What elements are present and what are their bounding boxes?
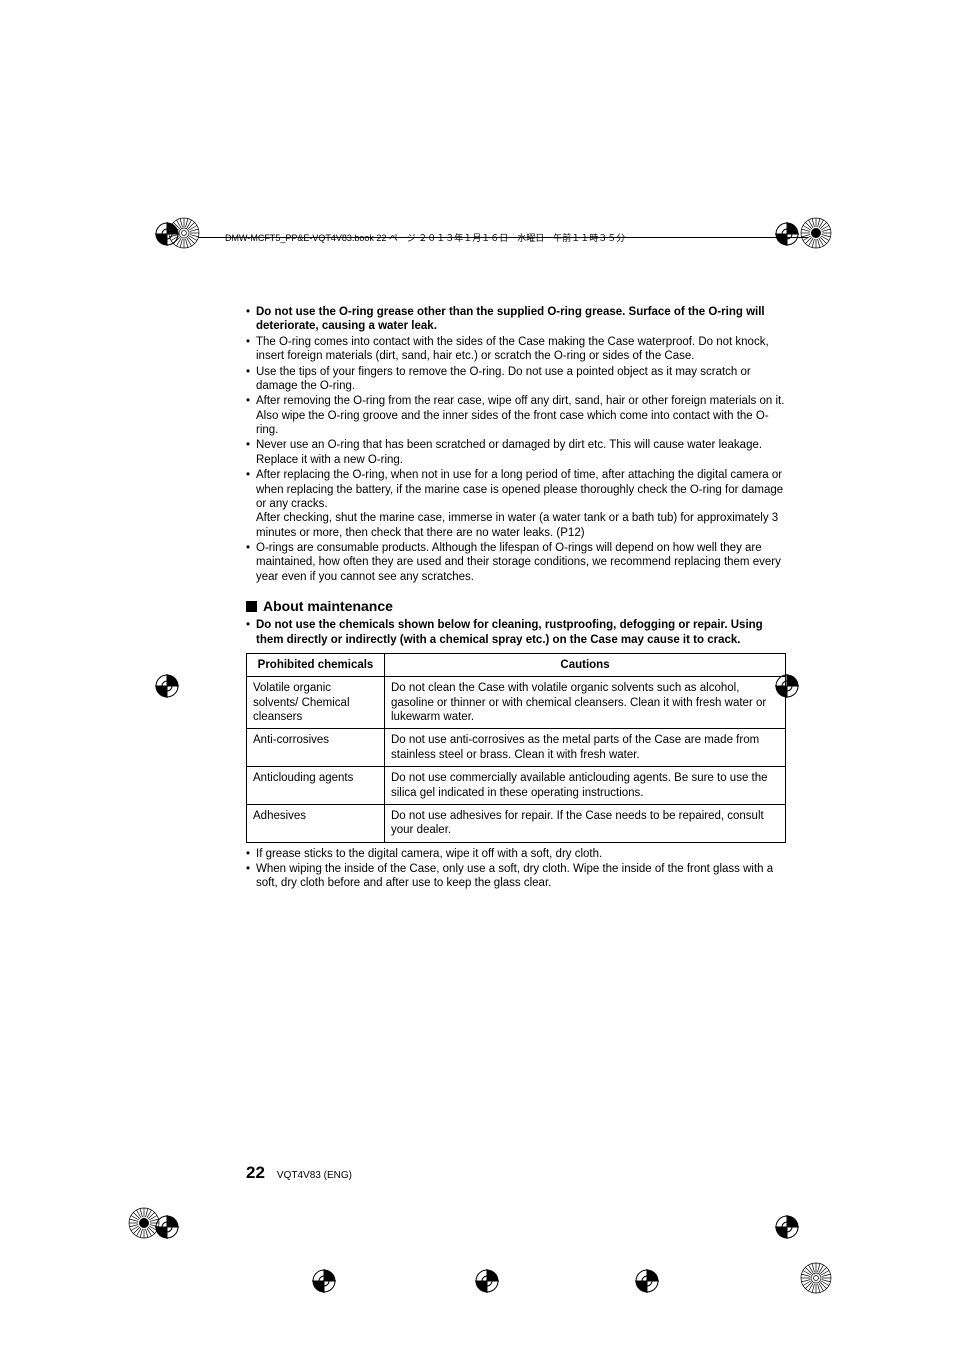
radial-mark-icon <box>128 1207 160 1239</box>
maintenance-intro: • Do not use the chemicals shown below f… <box>246 618 786 647</box>
table-cell-chemical: Adhesives <box>247 804 385 842</box>
table-row: Anticlouding agentsDo not use commercial… <box>247 767 786 805</box>
bullet-marker: • <box>246 305 256 334</box>
table-row: AdhesivesDo not use adhesives for repair… <box>247 804 786 842</box>
bullet-item: •If grease sticks to the digital camera,… <box>246 847 786 861</box>
chemicals-table: Prohibited chemicals Cautions Volatile o… <box>246 653 786 843</box>
bullet-item: •After replacing the O-ring, when not in… <box>246 468 786 540</box>
table-cell-caution: Do not use anti-corrosives as the metal … <box>385 729 786 767</box>
bullet-item: •When wiping the inside of the Case, onl… <box>246 862 786 891</box>
radial-mark-icon <box>800 1262 832 1294</box>
bullet-item: •Never use an O-ring that has been scrat… <box>246 438 786 467</box>
bullet-item: •After removing the O-ring from the rear… <box>246 394 786 437</box>
page-number: 22 <box>246 1163 265 1183</box>
crop-mark-icon <box>775 222 799 246</box>
crop-mark-icon <box>635 1269 659 1293</box>
bullet-marker: • <box>246 847 256 861</box>
radial-mark-icon <box>800 217 832 249</box>
bullet-text: Use the tips of your fingers to remove t… <box>256 365 786 394</box>
bullet-text: If grease sticks to the digital camera, … <box>256 847 786 861</box>
header-filename: DMW-MCFT5_PP&E-VQT4V83.book 22 ページ ２０１３年… <box>225 231 625 244</box>
section-heading-maintenance: About maintenance <box>246 598 786 614</box>
crop-mark-icon <box>775 674 799 698</box>
bullet-text: After replacing the O-ring, when not in … <box>256 468 786 540</box>
radial-mark-icon <box>168 217 200 249</box>
table-cell-chemical: Volatile organic solvents/ Chemical clea… <box>247 677 385 729</box>
bullet-item: •Do not use the O-ring grease other than… <box>246 305 786 334</box>
table-row: Anti-corrosivesDo not use anti-corrosive… <box>247 729 786 767</box>
maintenance-intro-text: Do not use the chemicals shown below for… <box>256 618 786 647</box>
table-cell-chemical: Anti-corrosives <box>247 729 385 767</box>
bullet-item: •O-rings are consumable products. Althou… <box>246 541 786 584</box>
bullet-text: The O-ring comes into contact with the s… <box>256 335 786 364</box>
crop-mark-icon <box>312 1269 336 1293</box>
square-bullet-icon <box>246 601 257 612</box>
bullet-item: •The O-ring comes into contact with the … <box>246 335 786 364</box>
crop-mark-icon <box>775 1215 799 1239</box>
crop-mark-icon <box>155 674 179 698</box>
bullet-marker: • <box>246 335 256 364</box>
bullet-item: •Use the tips of your fingers to remove … <box>246 365 786 394</box>
bullet-marker: • <box>246 438 256 467</box>
table-row: Volatile organic solvents/ Chemical clea… <box>247 677 786 729</box>
bullet-text: When wiping the inside of the Case, only… <box>256 862 786 891</box>
bullet-text: Never use an O-ring that has been scratc… <box>256 438 786 467</box>
bullet-text: After removing the O-ring from the rear … <box>256 394 786 437</box>
table-cell-caution: Do not use adhesives for repair. If the … <box>385 804 786 842</box>
table-cell-caution: Do not clean the Case with volatile orga… <box>385 677 786 729</box>
top-bullets: •Do not use the O-ring grease other than… <box>246 305 786 584</box>
bottom-bullets: •If grease sticks to the digital camera,… <box>246 847 786 891</box>
bullet-text: O-rings are consumable products. Althoug… <box>256 541 786 584</box>
section-heading-text: About maintenance <box>263 598 393 614</box>
table-cell-caution: Do not use commercially available anticl… <box>385 767 786 805</box>
bullet-marker: • <box>246 862 256 891</box>
bullet-marker: • <box>246 618 256 647</box>
bullet-text: Do not use the O-ring grease other than … <box>256 305 786 334</box>
bullet-marker: • <box>246 468 256 540</box>
footer-code: VQT4V83 (ENG) <box>277 1170 352 1181</box>
table-header-cautions: Cautions <box>385 653 786 676</box>
table-cell-chemical: Anticlouding agents <box>247 767 385 805</box>
bullet-marker: • <box>246 394 256 437</box>
bullet-marker: • <box>246 541 256 584</box>
table-header-chemicals: Prohibited chemicals <box>247 653 385 676</box>
page-footer: 22 VQT4V83 (ENG) <box>246 1163 352 1183</box>
crop-mark-icon <box>475 1269 499 1293</box>
main-content: •Do not use the O-ring grease other than… <box>246 305 786 892</box>
bullet-marker: • <box>246 365 256 394</box>
